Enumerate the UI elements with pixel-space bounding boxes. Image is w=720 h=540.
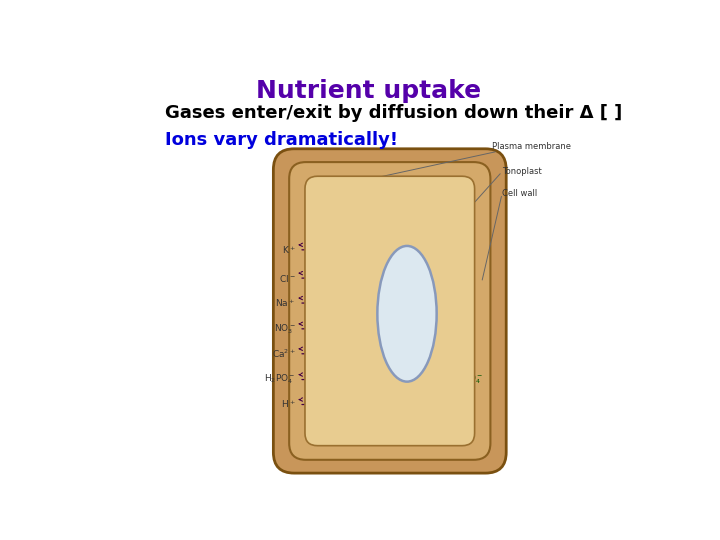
Text: NO$_3^-$: NO$_3^-$ [319, 322, 341, 335]
Text: Nutrient uptake: Nutrient uptake [256, 79, 482, 103]
Text: K$^+$: K$^+$ [452, 244, 466, 255]
Text: NO$_3^-$: NO$_3^-$ [452, 322, 474, 335]
Text: Cl$^-$: Cl$^-$ [279, 273, 295, 284]
Text: Na$^+$: Na$^+$ [320, 297, 340, 309]
Text: Ca$^{2+}$: Ca$^{2+}$ [318, 348, 341, 360]
FancyBboxPatch shape [274, 149, 506, 473]
Text: NO$_3^-$: NO$_3^-$ [274, 322, 295, 335]
Text: Na$^+$: Na$^+$ [361, 297, 381, 309]
Text: Vacuole: Vacuole [342, 189, 375, 198]
Text: K$^+$: K$^+$ [282, 244, 295, 255]
Text: H$_2$PO$_4^-$: H$_2$PO$_4^-$ [355, 373, 387, 386]
Text: Ca$^{2+}$: Ca$^{2+}$ [359, 348, 383, 360]
Text: Cytosol: Cytosol [307, 212, 338, 220]
Text: H$^+$: H$^+$ [364, 399, 379, 410]
Text: K$^+$: K$^+$ [364, 244, 378, 255]
Text: Ions vary dramatically!: Ions vary dramatically! [166, 131, 398, 150]
Text: NO$_3^-$: NO$_3^-$ [360, 322, 382, 335]
Text: H$_2$PO$_4^-$: H$_2$PO$_4^-$ [452, 373, 484, 386]
Text: H$^+$: H$^+$ [322, 399, 337, 410]
Text: H$^+$: H$^+$ [452, 399, 467, 410]
Text: Cl$^-$: Cl$^-$ [363, 273, 379, 284]
Ellipse shape [377, 246, 436, 382]
Text: H$_2$PO$_4^-$: H$_2$PO$_4^-$ [264, 373, 295, 386]
Text: Cl$^-$: Cl$^-$ [321, 273, 338, 284]
Text: Ca$^{2+}$: Ca$^{2+}$ [271, 348, 295, 360]
Text: Gases enter/exit by diffusion down their Δ [ ]: Gases enter/exit by diffusion down their… [166, 104, 623, 122]
Text: Ca$^{2+}$: Ca$^{2+}$ [452, 348, 476, 360]
Text: H$^+$: H$^+$ [281, 399, 295, 410]
FancyBboxPatch shape [305, 176, 474, 446]
Text: Cell wall: Cell wall [502, 189, 537, 198]
Text: Na$^+$: Na$^+$ [275, 297, 295, 309]
Text: H$_2$PO$_4^-$: H$_2$PO$_4^-$ [314, 373, 346, 386]
Text: Cl$^-$: Cl$^-$ [452, 273, 469, 284]
Text: K$^+$: K$^+$ [323, 244, 336, 255]
Text: Tonoplast: Tonoplast [502, 167, 542, 176]
FancyBboxPatch shape [289, 162, 490, 460]
Text: Na$^+$: Na$^+$ [452, 297, 472, 309]
Text: Plasma membrane: Plasma membrane [492, 142, 571, 151]
